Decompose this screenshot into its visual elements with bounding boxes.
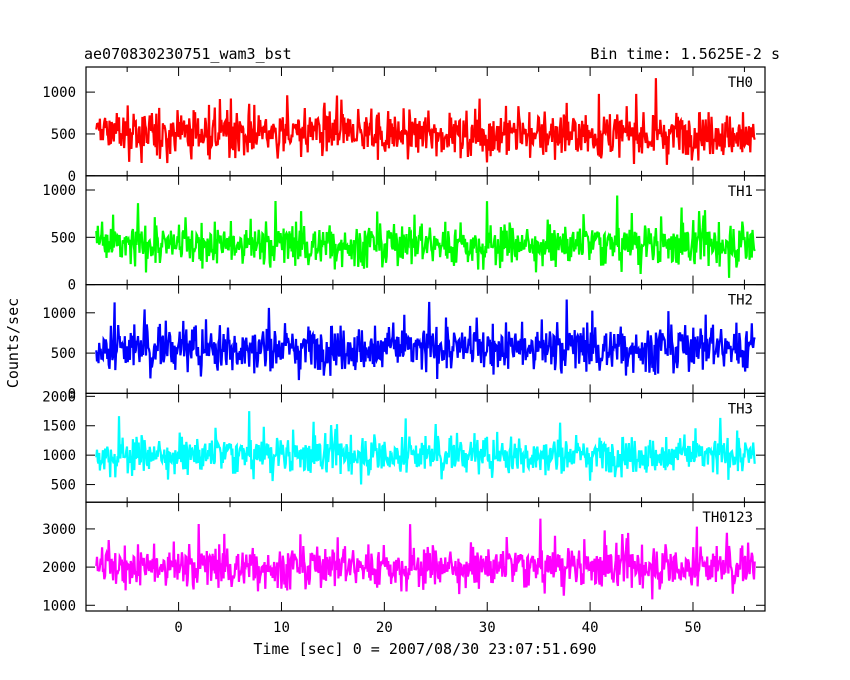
x-tick-label: 20 [376, 620, 393, 636]
chart-title-right: Bin time: 1.5625E-2 s [590, 45, 780, 63]
panel-frame [85, 175, 766, 286]
x-tick-label: 40 [582, 620, 599, 636]
x-axis-title: Time [sec] 0 = 2007/08/30 23:07:51.690 [253, 640, 596, 658]
series-line-th3 [95, 411, 756, 485]
y-tick-label: 2000 [42, 560, 76, 576]
panel-th0: 0 500 1000 TH0 [42, 66, 766, 185]
series-line-th0123 [95, 518, 756, 600]
y-tick-label: 1000 [42, 85, 76, 101]
y-tick-label: 2000 [42, 389, 76, 405]
y-tick-label: 1000 [42, 183, 76, 199]
series-line-th0 [95, 78, 756, 165]
panel-label-th2: TH2 [728, 293, 753, 309]
panel-th3: 500 1000 1500 2000 TH3 [42, 389, 766, 503]
x-tick-label: 0 [174, 620, 182, 636]
panel-label-th0123: TH0123 [702, 510, 753, 526]
panel-th1: 0 500 1000 TH1 [42, 175, 766, 294]
series-line-th1 [95, 195, 756, 278]
x-tick-label: 30 [479, 620, 496, 636]
y-tick-label: 500 [51, 346, 76, 362]
y-tick-label: 500 [51, 478, 76, 494]
panel-th2: 0 500 1000 TH2 [42, 284, 766, 402]
y-tick-label: 0 [68, 169, 76, 185]
y-tick-label: 1000 [42, 598, 76, 614]
y-tick-label: 3000 [42, 522, 76, 538]
y-axis-title: Counts/sec [4, 298, 22, 388]
panel-frame [85, 501, 766, 612]
y-tick-label: 500 [51, 127, 76, 143]
series-line-th2 [95, 299, 756, 381]
panel-label-th1: TH1 [728, 184, 753, 200]
y-tick-label: 1500 [42, 419, 76, 435]
y-tick-label: 1000 [42, 448, 76, 464]
y-tick-label: 1000 [42, 306, 76, 322]
y-tick-label: 0 [68, 278, 76, 294]
x-tick-label: 50 [685, 620, 702, 636]
y-tick-label: 500 [51, 230, 76, 246]
panel-label-th0: TH0 [728, 75, 753, 91]
panel-label-th3: TH3 [728, 401, 753, 417]
chart-title-left: ae070830230751_wam3_bst [84, 45, 292, 63]
panel-th0123: 1000 2000 3000 TH0123 [42, 501, 766, 614]
x-tick-label: 10 [273, 620, 290, 636]
y-tick-label: 0 [68, 386, 76, 402]
